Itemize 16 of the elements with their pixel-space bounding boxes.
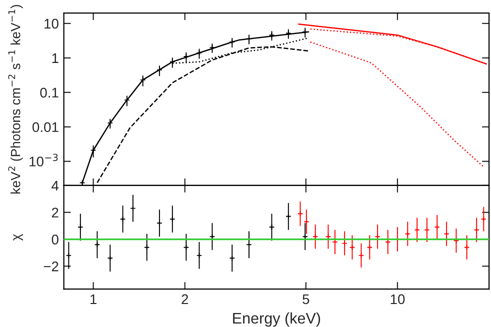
x-tick-label: 1 (90, 294, 96, 304)
x-axis-title: Energy (keV) (233, 312, 320, 327)
x-tick-label: 10 (390, 294, 405, 304)
y-tick-label: 1 (52, 53, 58, 63)
x-tick-label: 2 (182, 294, 188, 304)
x-tick-label: 5 (302, 294, 310, 304)
y-tick-label: 10$^{−3}$ (30, 154, 58, 166)
y-tick-label: 0 (52, 234, 58, 244)
y-axis-title: χ (13, 234, 23, 241)
y-tick-label: 10 (44, 18, 58, 29)
y-tick-label: −2 (44, 262, 58, 272)
text: keV$^{2}$ (Photons cm$^{−2}$ s$^{−1}$ keV$^{−1}$) (8, 5, 23, 194)
y-tick-label: 2 (52, 208, 58, 218)
y-tick-label: 0.01 (32, 122, 58, 132)
y-tick-label: 0.1 (40, 88, 58, 98)
y-tick-label: 4 (52, 180, 59, 190)
